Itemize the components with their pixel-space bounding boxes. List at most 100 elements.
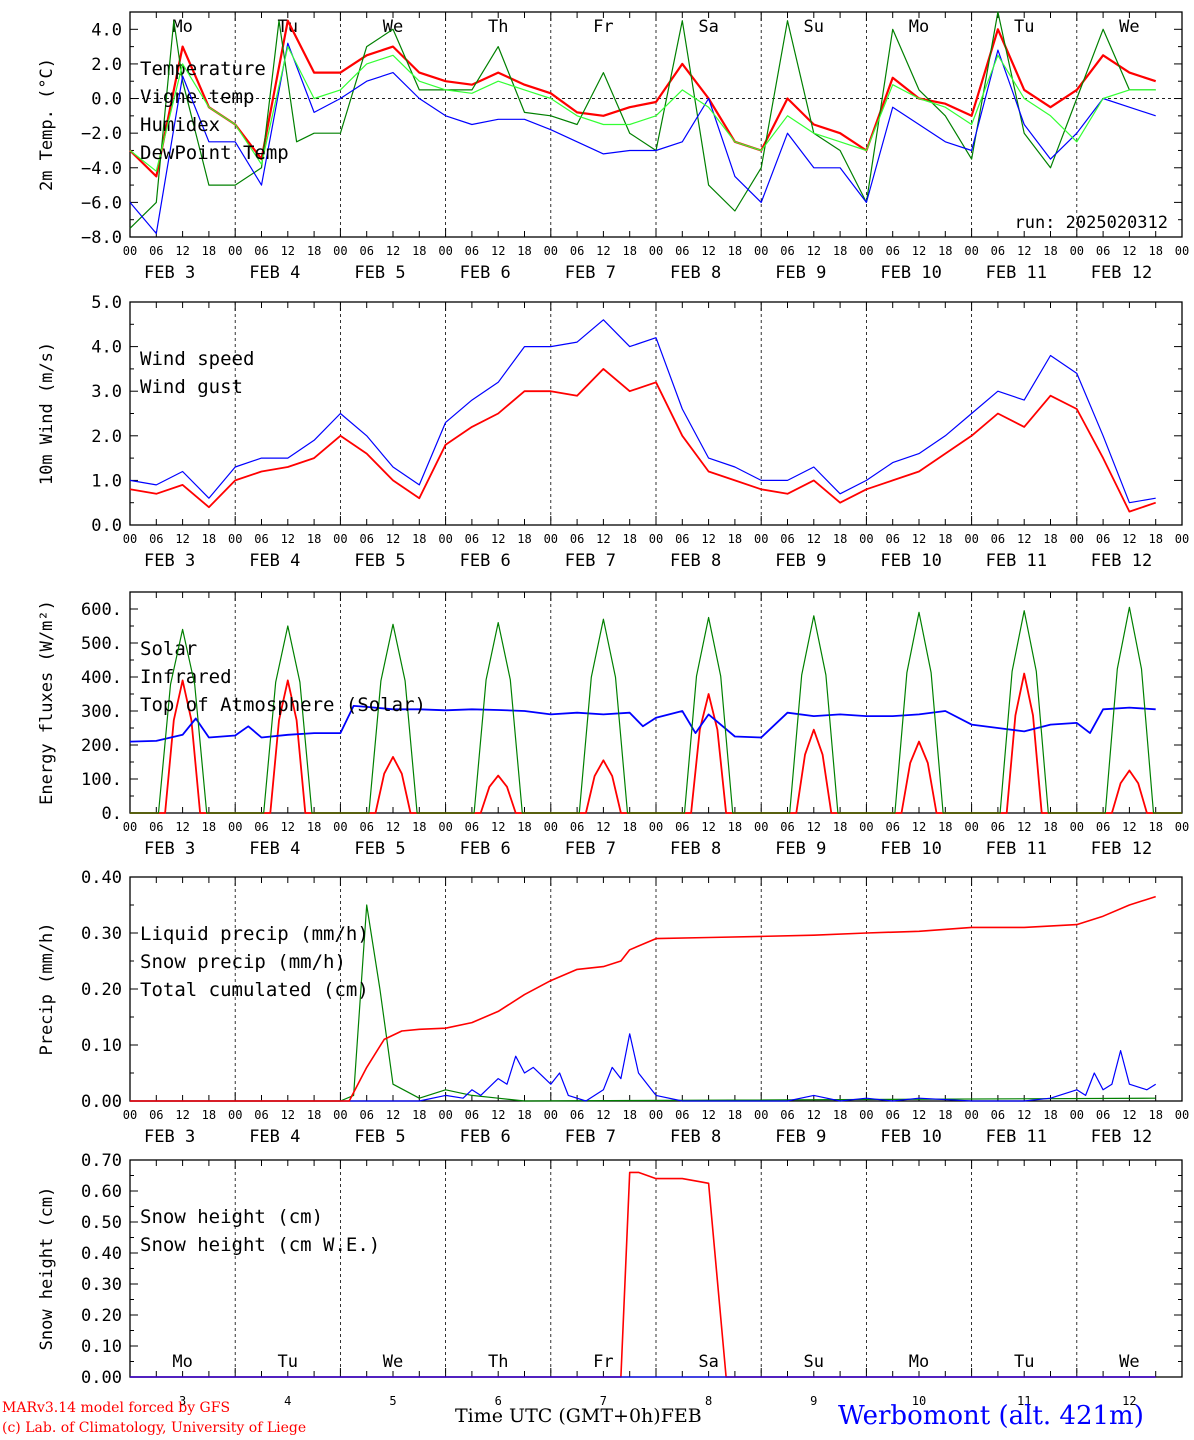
weekday-label: Tu xyxy=(1014,17,1034,37)
y-tick-label: 2.0 xyxy=(91,427,122,447)
x-hour-label: 06 xyxy=(885,820,899,834)
x-hour-label: 00 xyxy=(228,532,242,546)
legend-entry: Total cumulated (cm) xyxy=(140,979,369,1001)
x-hour-label: 12 xyxy=(491,244,505,258)
x-date-label: FEB 11 xyxy=(986,1127,1047,1147)
x-hour-label: 18 xyxy=(202,1108,216,1122)
panel-5: 0.70 0.60 0.50 0.40 0.30 0.20 0.10 0.00 Snow hei… xyxy=(37,1151,1183,1408)
x-hour-label: 12 xyxy=(1017,1108,1031,1122)
x-hour-label: 18 xyxy=(1148,244,1162,258)
station-label: Werbomont (alt. 421m) xyxy=(838,1401,1144,1431)
x-hour-label: 00 xyxy=(333,532,347,546)
x-hour-label: 18 xyxy=(622,1108,636,1122)
x-hour-label: 18 xyxy=(517,1108,531,1122)
day-number-label: 5 xyxy=(389,1394,396,1408)
x-hour-label: 06 xyxy=(359,244,373,258)
y-tick-label: 0.30 xyxy=(81,1275,122,1295)
y-tick-label: −2.0 xyxy=(81,124,122,144)
series-line xyxy=(129,42,1156,235)
x-date-label: FEB 6 xyxy=(460,839,511,859)
y-tick-label: 0.0 xyxy=(91,516,122,536)
x-hour-label: 00 xyxy=(333,244,347,258)
y-axis-label: 2m Temp. (°C) xyxy=(37,58,57,191)
run-label: run: 2025020312 xyxy=(1014,213,1168,233)
y-axis-label: Precip (mm/h) xyxy=(37,922,57,1055)
legend-entry: Wind gust xyxy=(140,376,243,398)
x-hour-label: 12 xyxy=(175,244,189,258)
x-hour-label: 06 xyxy=(991,244,1005,258)
series-line xyxy=(130,1171,1156,1378)
x-hour-label: 00 xyxy=(228,820,242,834)
x-hour-label: 06 xyxy=(149,532,163,546)
weekday-label: Mo xyxy=(909,17,929,37)
x-hour-label: 12 xyxy=(491,532,505,546)
x-hour-label: 00 xyxy=(964,244,978,258)
x-date-label: FEB 3 xyxy=(144,1127,195,1147)
weekday-label: Sa xyxy=(698,17,718,37)
x-hour-label: 12 xyxy=(701,820,715,834)
x-hour-label: 12 xyxy=(281,532,295,546)
y-tick-label: −4.0 xyxy=(81,159,122,179)
weekday-label: Mo xyxy=(172,1352,192,1372)
x-hour-label: 06 xyxy=(149,820,163,834)
x-hour-label: 06 xyxy=(991,820,1005,834)
x-date-label: FEB 5 xyxy=(354,263,405,283)
x-hour-label: 18 xyxy=(938,532,952,546)
time-axis-text: Time UTC (GMT+0h) xyxy=(455,1405,661,1427)
x-hour-label: 18 xyxy=(833,244,847,258)
x-date-label: FEB 6 xyxy=(460,263,511,283)
x-hour-label: 00 xyxy=(1070,244,1084,258)
x-hour-label: 18 xyxy=(1043,1108,1057,1122)
x-hour-label: 12 xyxy=(175,820,189,834)
x-hour-label: 00 xyxy=(1175,820,1189,834)
series-line xyxy=(129,46,1156,172)
x-hour-label: 00 xyxy=(123,532,137,546)
x-hour-label: 12 xyxy=(491,820,505,834)
x-hour-label: 12 xyxy=(912,820,926,834)
x-date-label: FEB 3 xyxy=(144,263,195,283)
legend-entry: Snow precip (mm/h) xyxy=(140,951,346,973)
x-hour-label: 18 xyxy=(1148,1108,1162,1122)
weekday-label: We xyxy=(1119,17,1139,37)
x-hour-label: 00 xyxy=(228,244,242,258)
x-date-label: FEB 7 xyxy=(565,263,616,283)
x-hour-label: 18 xyxy=(728,820,742,834)
x-date-label: FEB 9 xyxy=(775,551,826,571)
y-tick-label: 0.00 xyxy=(81,1092,122,1112)
x-hour-label: 06 xyxy=(149,1108,163,1122)
series-line xyxy=(130,895,1156,1102)
x-hour-label: 06 xyxy=(570,244,584,258)
x-hour-label: 12 xyxy=(1017,244,1031,258)
y-tick-label: 5.0 xyxy=(91,293,122,313)
day-number-label: 8 xyxy=(705,1394,712,1408)
x-date-label: FEB 12 xyxy=(1091,839,1152,859)
x-hour-label: 06 xyxy=(254,244,268,258)
x-date-label: FEB 8 xyxy=(670,839,721,859)
x-hour-label: 06 xyxy=(465,820,479,834)
x-hour-label: 00 xyxy=(123,820,137,834)
x-date-label: FEB 9 xyxy=(775,263,826,283)
x-hour-label: 18 xyxy=(1043,820,1057,834)
x-hour-label: 18 xyxy=(517,820,531,834)
x-hour-label: 12 xyxy=(1017,820,1031,834)
x-hour-label: 18 xyxy=(833,532,847,546)
x-hour-label: 00 xyxy=(649,820,663,834)
x-hour-label: 00 xyxy=(964,1108,978,1122)
x-date-label: FEB 6 xyxy=(460,1127,511,1147)
series-line xyxy=(129,319,1156,504)
x-hour-label: 18 xyxy=(728,532,742,546)
x-date-label: FEB 6 xyxy=(460,551,511,571)
x-hour-label: 00 xyxy=(754,820,768,834)
panel-4: 0.40 0.30 0.20 0.10 0.00 Precip (mm/h) 00 06 12 1… xyxy=(37,868,1189,1147)
x-date-label: FEB 7 xyxy=(565,1127,616,1147)
x-hour-label: 00 xyxy=(1175,1108,1189,1122)
x-hour-label: 12 xyxy=(1017,532,1031,546)
x-date-label: FEB 8 xyxy=(670,263,721,283)
x-hour-label: 00 xyxy=(123,1108,137,1122)
x-hour-label: 06 xyxy=(675,820,689,834)
day-number-label: 9 xyxy=(810,1394,817,1408)
weekday-label: Mo xyxy=(172,17,192,37)
x-hour-label: 06 xyxy=(570,1108,584,1122)
panel-2: 5.0 4.0 3.0 2.0 1.0 0.0 10m Wind (m/s) 00 06 12 18… xyxy=(37,293,1189,571)
x-hour-label: 00 xyxy=(438,244,452,258)
